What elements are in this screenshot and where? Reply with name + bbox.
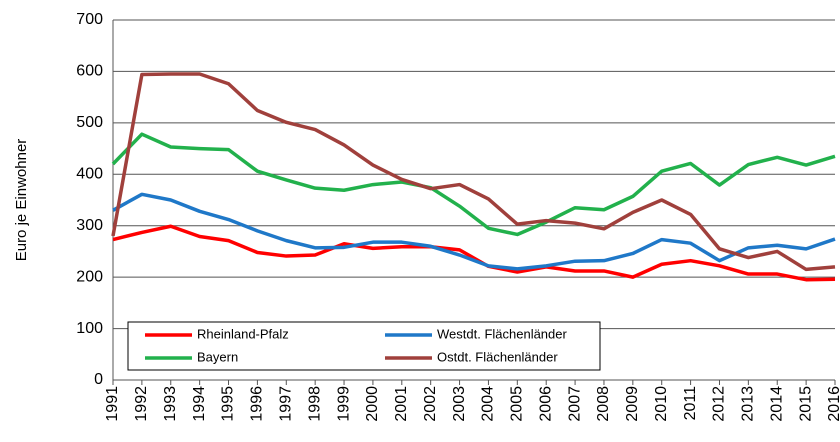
x-tick-label: 2009	[624, 386, 641, 422]
x-tick-label: 1992	[133, 386, 150, 422]
y-tick-label: 700	[76, 11, 103, 28]
x-tick-label: 2013	[740, 386, 757, 422]
x-tick-label: 2005	[509, 386, 526, 422]
x-tick-label: 1999	[335, 386, 352, 422]
legend-label: Westdt. Flächenländer	[437, 326, 567, 341]
x-tick-label: 2004	[480, 386, 497, 422]
x-tick-label: 2014	[768, 386, 785, 422]
y-tick-label: 600	[76, 63, 103, 80]
x-tick-label: 1995	[220, 386, 237, 422]
legend-label: Rheinland-Pfalz	[197, 326, 289, 341]
legend-label: Ostdt. Flächenländer	[437, 349, 558, 364]
series-line	[112, 224, 836, 282]
y-tick-label: 500	[76, 114, 103, 131]
x-tick-label: 2011	[682, 386, 699, 421]
x-tick-label: 2001	[393, 386, 410, 422]
x-tick-label: 2007	[566, 386, 583, 422]
x-tick-label: 2010	[653, 386, 670, 422]
legend-box	[127, 321, 601, 371]
x-tick-label: 1996	[249, 386, 266, 422]
x-tick-label: 1991	[104, 386, 121, 422]
x-tick-label: 2002	[422, 386, 439, 422]
x-tick-label: 2003	[451, 386, 468, 422]
y-axis-label: Euro je Einwohner	[13, 139, 30, 262]
series-line	[111, 72, 836, 272]
y-tick-label: 0	[94, 371, 103, 388]
x-tick-label: 2006	[537, 386, 554, 422]
y-tick-label: 300	[76, 217, 103, 234]
legend-label: Bayern	[197, 349, 238, 364]
x-tick-label: 2015	[797, 386, 814, 422]
y-tick-label: 400	[76, 166, 103, 183]
series-line	[112, 192, 836, 271]
y-tick-label: 100	[76, 320, 103, 337]
x-tick-label: 2008	[595, 386, 612, 422]
x-tick-label: 1994	[191, 386, 208, 422]
series-line	[111, 132, 836, 237]
x-tick-label: 2000	[364, 386, 381, 422]
x-tick-label: 1997	[277, 386, 294, 422]
x-tick-label: 2016	[826, 386, 840, 422]
x-tick-label: 1998	[306, 386, 323, 422]
y-tick-label: 200	[76, 268, 103, 285]
x-tick-label: 1993	[162, 386, 179, 422]
x-tick-label: 2012	[711, 386, 728, 422]
